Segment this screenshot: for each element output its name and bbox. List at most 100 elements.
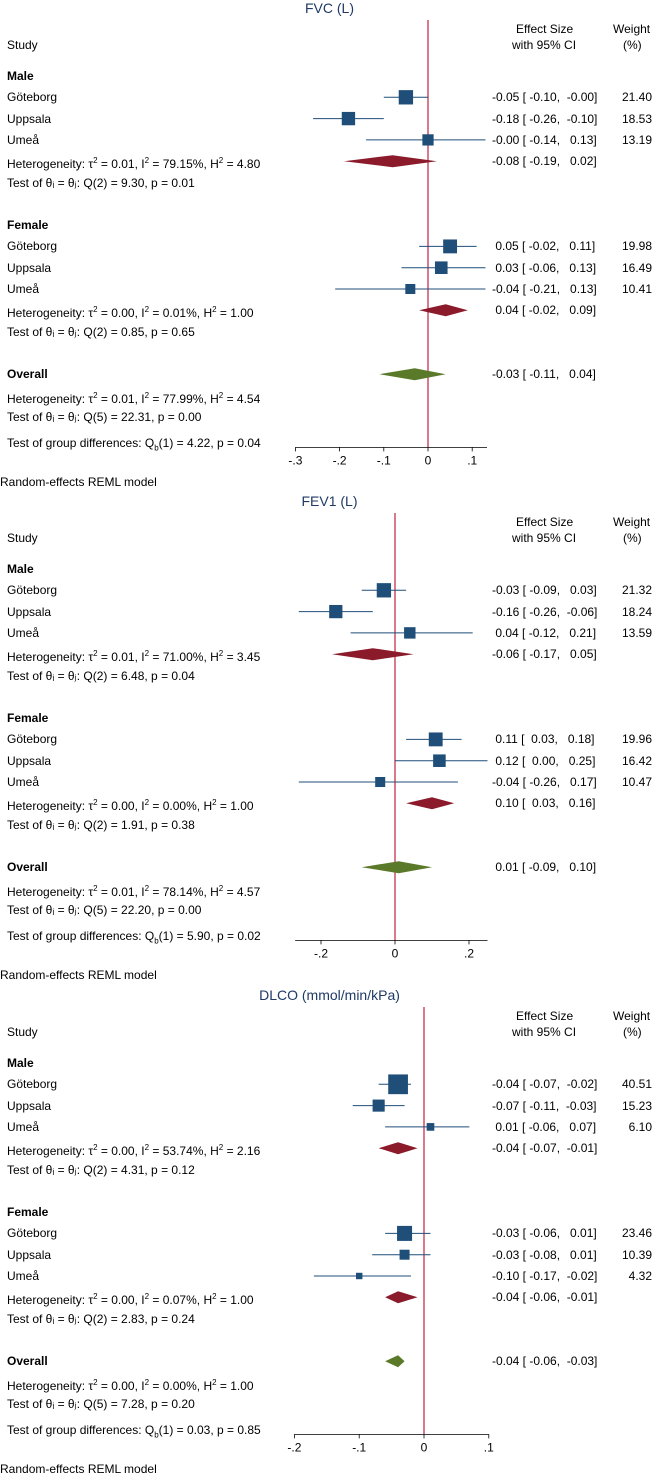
study-label: Uppsala — [7, 1247, 52, 1262]
x-tick-label: 0 — [392, 946, 399, 960]
study-label: Umeå — [7, 1119, 40, 1134]
study-weight: 16.49 — [621, 260, 652, 275]
forest-panel-fev1: FEV1 (L) Effect Size with 95% CI Weight (%) S… — [0, 493, 659, 987]
x-tick-label: 0 — [421, 1440, 428, 1454]
study-marker — [399, 1249, 410, 1260]
ci-header: with 95% CI — [512, 1025, 577, 1039]
study-label: Göteborg — [7, 1077, 58, 1092]
group-effect-ci: 0.10 [ 0.03, 0.16] — [492, 796, 596, 811]
study-label: Umeå — [7, 625, 40, 640]
overall-test-label: Test of θᵢ = θⱼ: Q(5) = 22.31, p = 0.00 — [7, 409, 202, 424]
group-effect-ci: -0.04 [ -0.06, -0.01] — [492, 1290, 598, 1305]
effect-size-header: Effect Size — [516, 515, 574, 529]
study-marker — [443, 239, 458, 254]
study-weight: 10.47 — [621, 775, 652, 789]
study-weight: 6.10 — [628, 1119, 652, 1134]
overall-effect-ci: 0.01 [ -0.09, 0.10] — [492, 860, 597, 875]
study-effect-ci: 0.12 [ 0.00, 0.25] — [492, 753, 596, 768]
study-label: Göteborg — [7, 583, 58, 598]
chart-title: FEV1 (L) — [301, 493, 358, 509]
weight-header: Weight — [613, 515, 651, 529]
weight-unit-header: (%) — [623, 1025, 642, 1039]
study-marker — [404, 627, 416, 639]
study-weight: 19.98 — [621, 239, 652, 254]
group-label: Male — [7, 1056, 34, 1070]
homogeneity-test-label: Test of θᵢ = θⱼ: Q(2) = 1.91, p = 0.38 — [7, 817, 195, 832]
study-marker — [405, 283, 416, 295]
study-marker — [428, 732, 443, 747]
study-marker — [426, 1123, 435, 1131]
study-effect-ci: -0.03 [ -0.08, 0.01] — [492, 1247, 597, 1262]
study-label: Göteborg — [7, 1226, 58, 1241]
x-tick-label: -.2 — [287, 1440, 301, 1454]
study-weight: 40.51 — [621, 1077, 652, 1092]
model-note: Random-effects REML model — [0, 475, 157, 490]
study-marker — [329, 604, 343, 619]
study-label: Uppsala — [7, 1098, 52, 1113]
study-marker — [434, 261, 448, 274]
homogeneity-test-label: Test of θᵢ = θⱼ: Q(2) = 0.85, p = 0.65 — [7, 324, 195, 339]
study-effect-ci: -0.03 [ -0.09, 0.03] — [492, 583, 597, 598]
study-label: Uppsala — [7, 604, 52, 619]
weight-header: Weight — [613, 22, 651, 36]
overall-summary-diamond — [385, 1355, 405, 1368]
study-marker — [422, 134, 434, 146]
x-tick-label: -.2 — [314, 946, 328, 960]
group-summary-diamond — [419, 304, 468, 317]
study-header: Study — [7, 38, 38, 52]
group-effect-ci: -0.04 [ -0.07, -0.01] — [492, 1141, 598, 1156]
study-weight: 18.53 — [621, 111, 652, 126]
homogeneity-test-label: Test of θᵢ = θⱼ: Q(2) = 2.83, p = 0.24 — [7, 1311, 195, 1326]
overall-heterogeneity-label: Heterogeneity: τ2 = 0.01, I2 = 78.14%, H… — [7, 883, 261, 899]
group-effect-ci: -0.08 [ -0.19, 0.02] — [492, 154, 597, 169]
group-summary-diamond — [385, 1291, 418, 1304]
study-label: Uppsala — [7, 260, 52, 275]
study-marker — [433, 754, 446, 767]
overall-effect-ci: -0.03 [ -0.11, 0.04] — [492, 367, 596, 382]
study-effect-ci: -0.16 [ -0.26, -0.06] — [492, 604, 598, 619]
forest-plot-canvas: -.3 -.2 -.1 0 .1 — [288, 20, 487, 467]
overall-heterogeneity-label: Heterogeneity: τ2 = 0.01, I2 = 77.99%, H… — [7, 390, 261, 406]
study-marker — [397, 1225, 413, 1241]
study-weight: 21.32 — [621, 583, 652, 598]
group-label: Male — [7, 69, 34, 83]
heterogeneity-label: Heterogeneity: τ2 = 0.00, I2 = 0.00%, H2… — [7, 798, 254, 814]
study-effect-ci: -0.07 [ -0.11, -0.03] — [492, 1098, 597, 1113]
study-weight: 19.96 — [621, 732, 652, 747]
study-weight: 21.40 — [621, 90, 652, 105]
ci-header: with 95% CI — [512, 38, 577, 52]
study-marker — [355, 1272, 363, 1280]
study-weight: 13.19 — [621, 132, 652, 147]
study-weight: 15.23 — [621, 1098, 652, 1113]
overall-effect-ci: -0.04 [ -0.06, -0.03] — [492, 1354, 598, 1369]
study-effect-ci: 0.03 [ -0.06, 0.13] — [492, 260, 597, 275]
study-weight: 23.46 — [621, 1226, 652, 1241]
x-tick-label: -.2 — [333, 453, 347, 467]
weight-header: Weight — [613, 1009, 651, 1023]
study-weight: 4.32 — [628, 1269, 652, 1283]
model-note: Random-effects REML model — [0, 968, 157, 983]
study-effect-ci: 0.05 [ -0.02, 0.11] — [492, 239, 596, 254]
heterogeneity-label: Heterogeneity: τ2 = 0.00, I2 = 53.74%, H… — [7, 1143, 261, 1159]
study-effect-ci: 0.01 [ -0.06, 0.07] — [492, 1119, 597, 1134]
study-marker — [376, 583, 392, 598]
x-tick-label: -.1 — [377, 453, 391, 467]
heterogeneity-label: Heterogeneity: τ2 = 0.00, I2 = 0.07%, H2… — [7, 1292, 254, 1308]
study-weight: 10.39 — [621, 1247, 652, 1262]
forest-panel-dlco: DLCO (mmol/min/kPa) Effect Size with 95% C… — [0, 987, 659, 1482]
forest-panel-fvc: FVC (L) Effect Size with 95% CI Weight (%) St… — [0, 0, 659, 493]
group-differences-test: Test of group differences: Qb(1) = 4.22,… — [7, 436, 261, 453]
study-label: Uppsala — [7, 111, 52, 126]
group-effect-ci: 0.04 [ -0.02, 0.09] — [492, 303, 597, 318]
x-tick-label: .2 — [464, 946, 474, 960]
study-weight: 16.42 — [621, 753, 652, 768]
group-label: Female — [7, 218, 49, 233]
study-marker — [388, 1074, 408, 1095]
x-tick-label: -.1 — [352, 1440, 366, 1454]
study-effect-ci: -0.00 [ -0.14, 0.13] — [492, 132, 597, 147]
overall-label: Overall — [7, 367, 48, 382]
x-tick-label: -.3 — [288, 453, 302, 467]
heterogeneity-label: Heterogeneity: τ2 = 0.01, I2 = 71.00%, H… — [7, 649, 261, 665]
study-effect-ci: -0.05 [ -0.10, -0.00] — [492, 90, 598, 105]
study-effect-ci: -0.04 [ -0.21, 0.13] — [492, 282, 597, 296]
